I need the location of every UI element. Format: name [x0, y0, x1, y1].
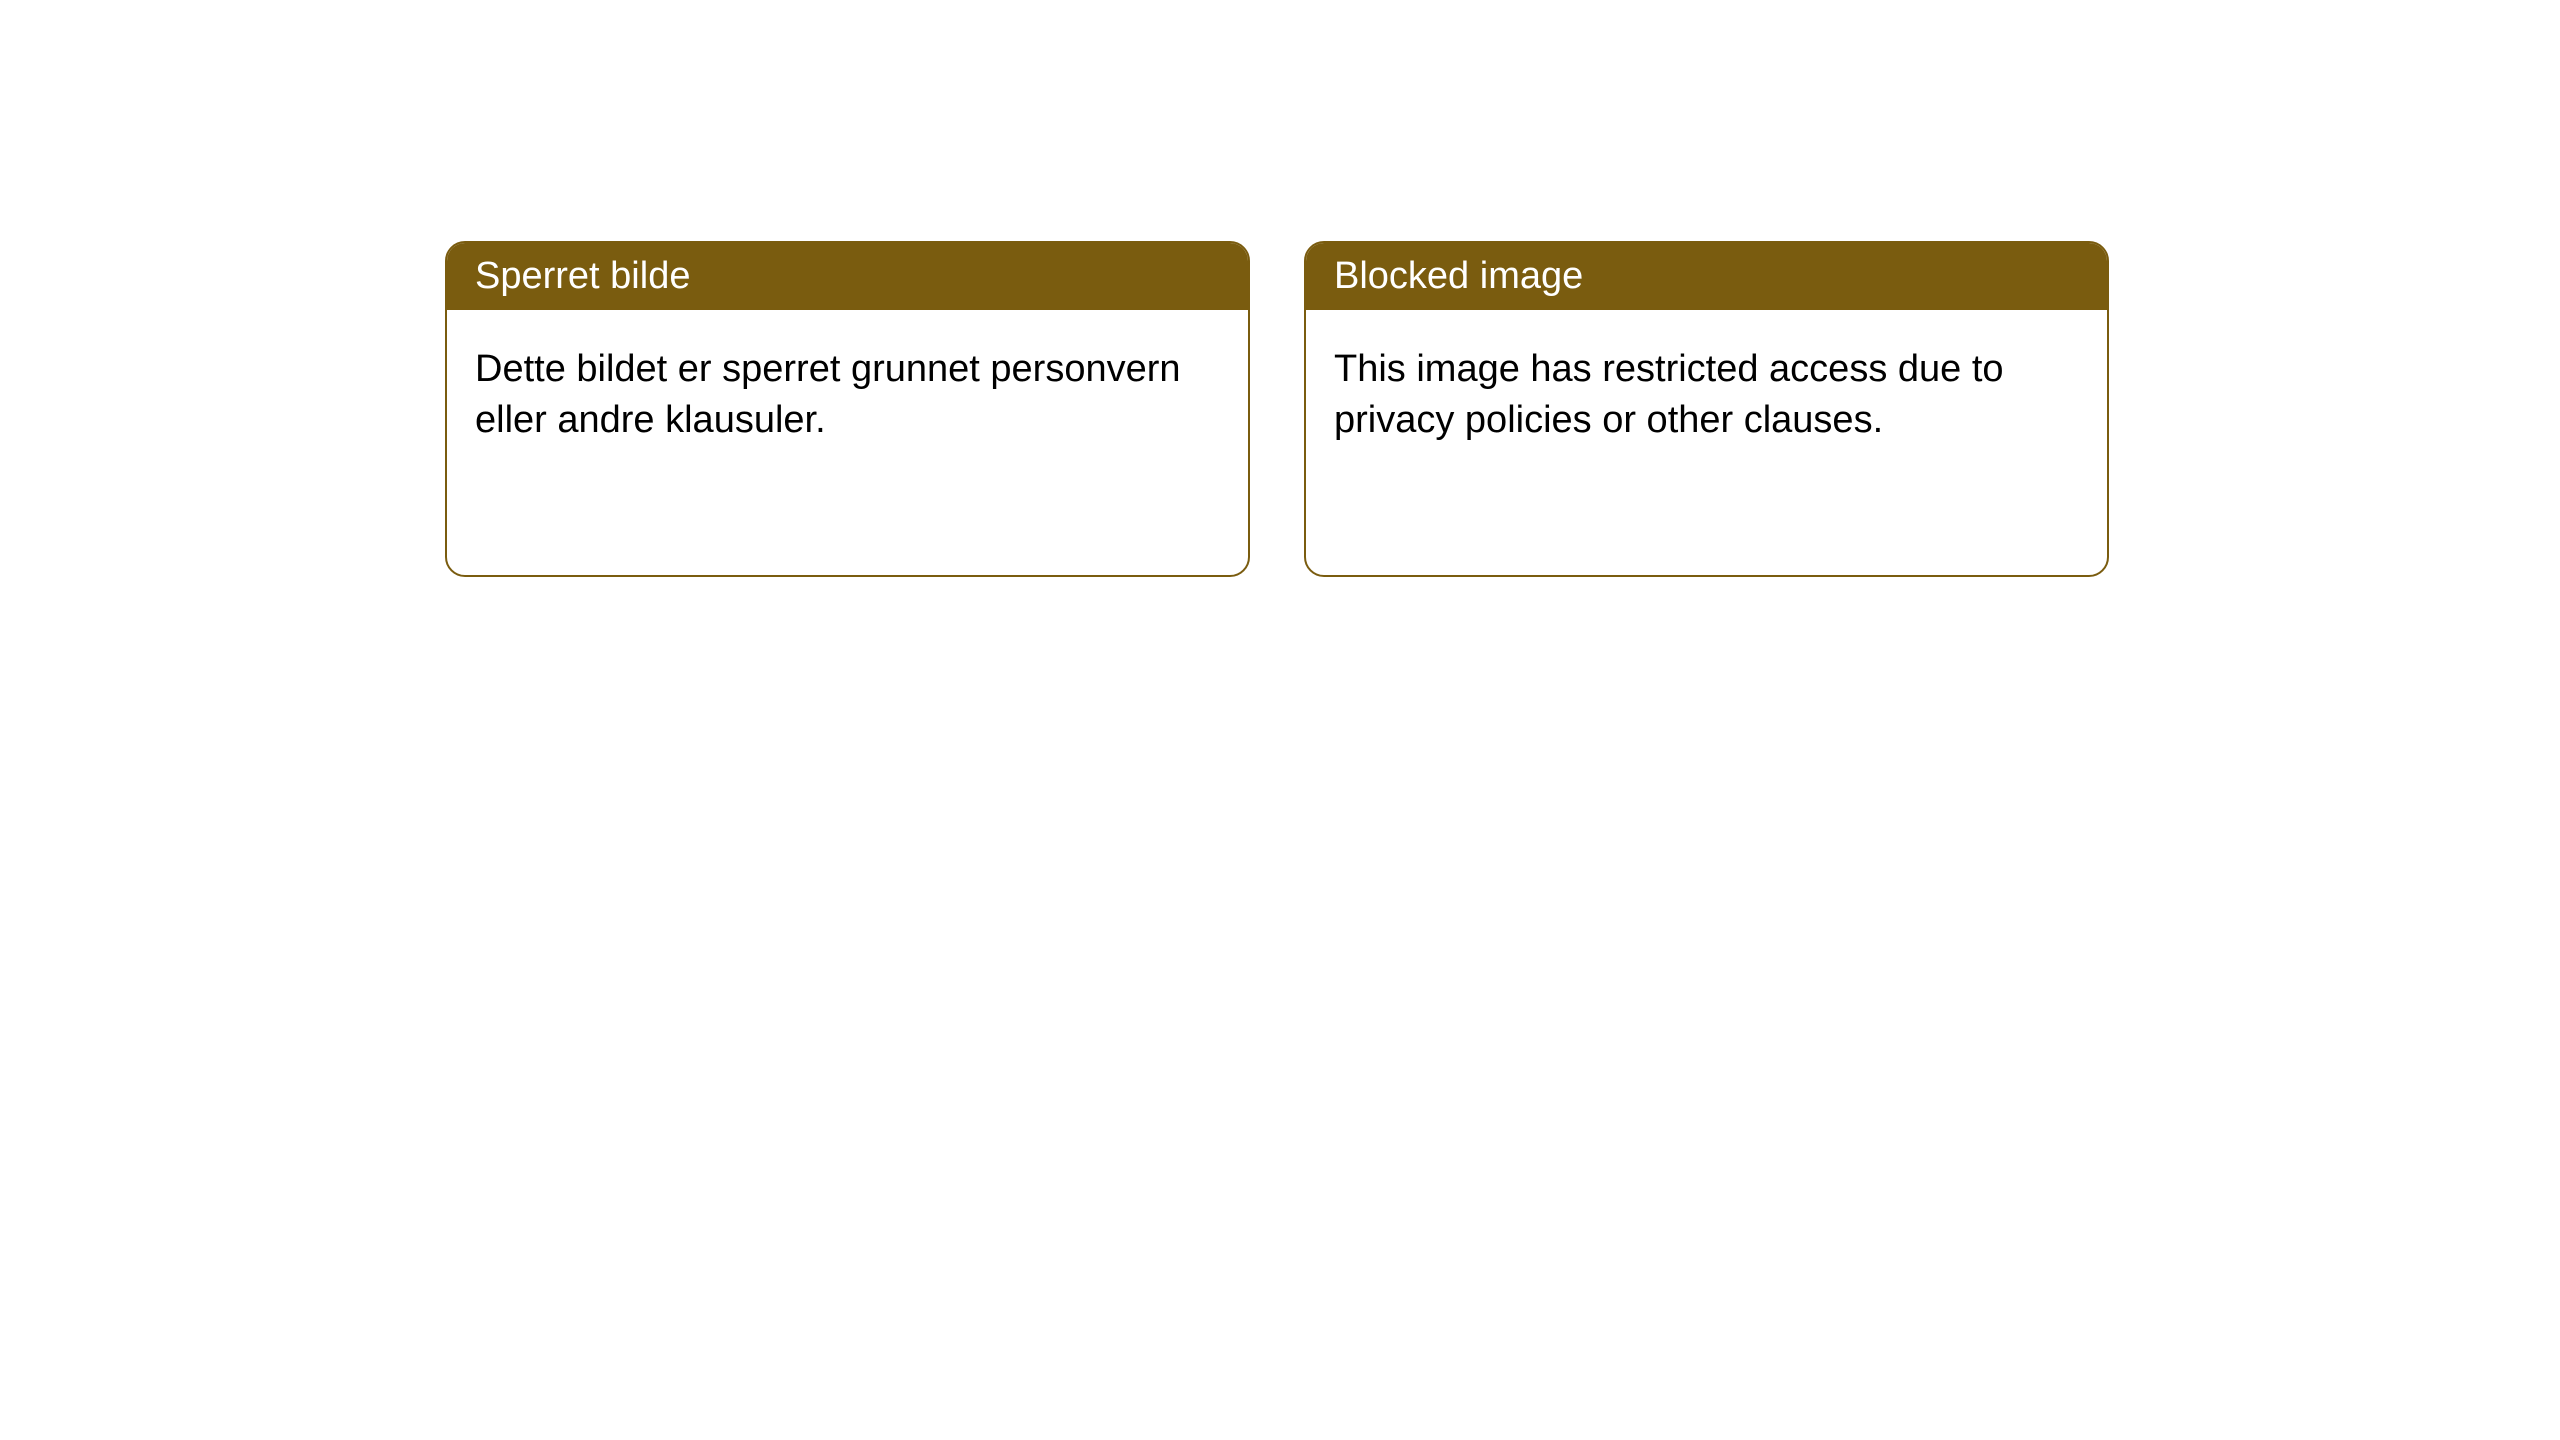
card-title: Blocked image	[1306, 243, 2107, 310]
blocked-image-card-no: Sperret bilde Dette bildet er sperret gr…	[445, 241, 1250, 577]
card-title: Sperret bilde	[447, 243, 1248, 310]
cards-container: Sperret bilde Dette bildet er sperret gr…	[0, 0, 2560, 577]
blocked-image-card-en: Blocked image This image has restricted …	[1304, 241, 2109, 577]
card-body: This image has restricted access due to …	[1306, 310, 2107, 481]
card-body: Dette bildet er sperret grunnet personve…	[447, 310, 1248, 481]
